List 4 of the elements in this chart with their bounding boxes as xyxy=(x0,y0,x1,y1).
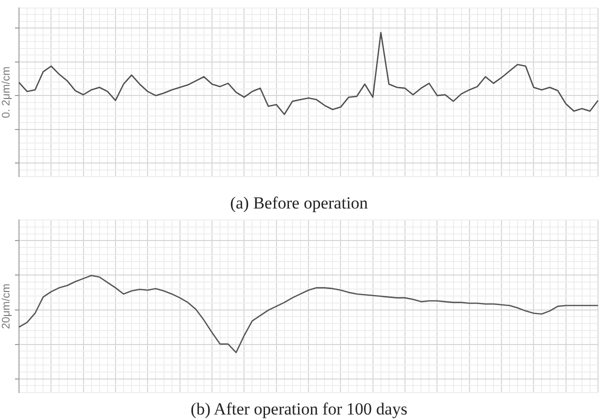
text: (b) After operation for 100 days xyxy=(190,399,408,418)
y-axis-title: 0. 2μm/cm xyxy=(0,66,13,118)
y-axis-title: 20μm/cm xyxy=(0,284,13,330)
text: (a) Before operation xyxy=(230,193,368,212)
